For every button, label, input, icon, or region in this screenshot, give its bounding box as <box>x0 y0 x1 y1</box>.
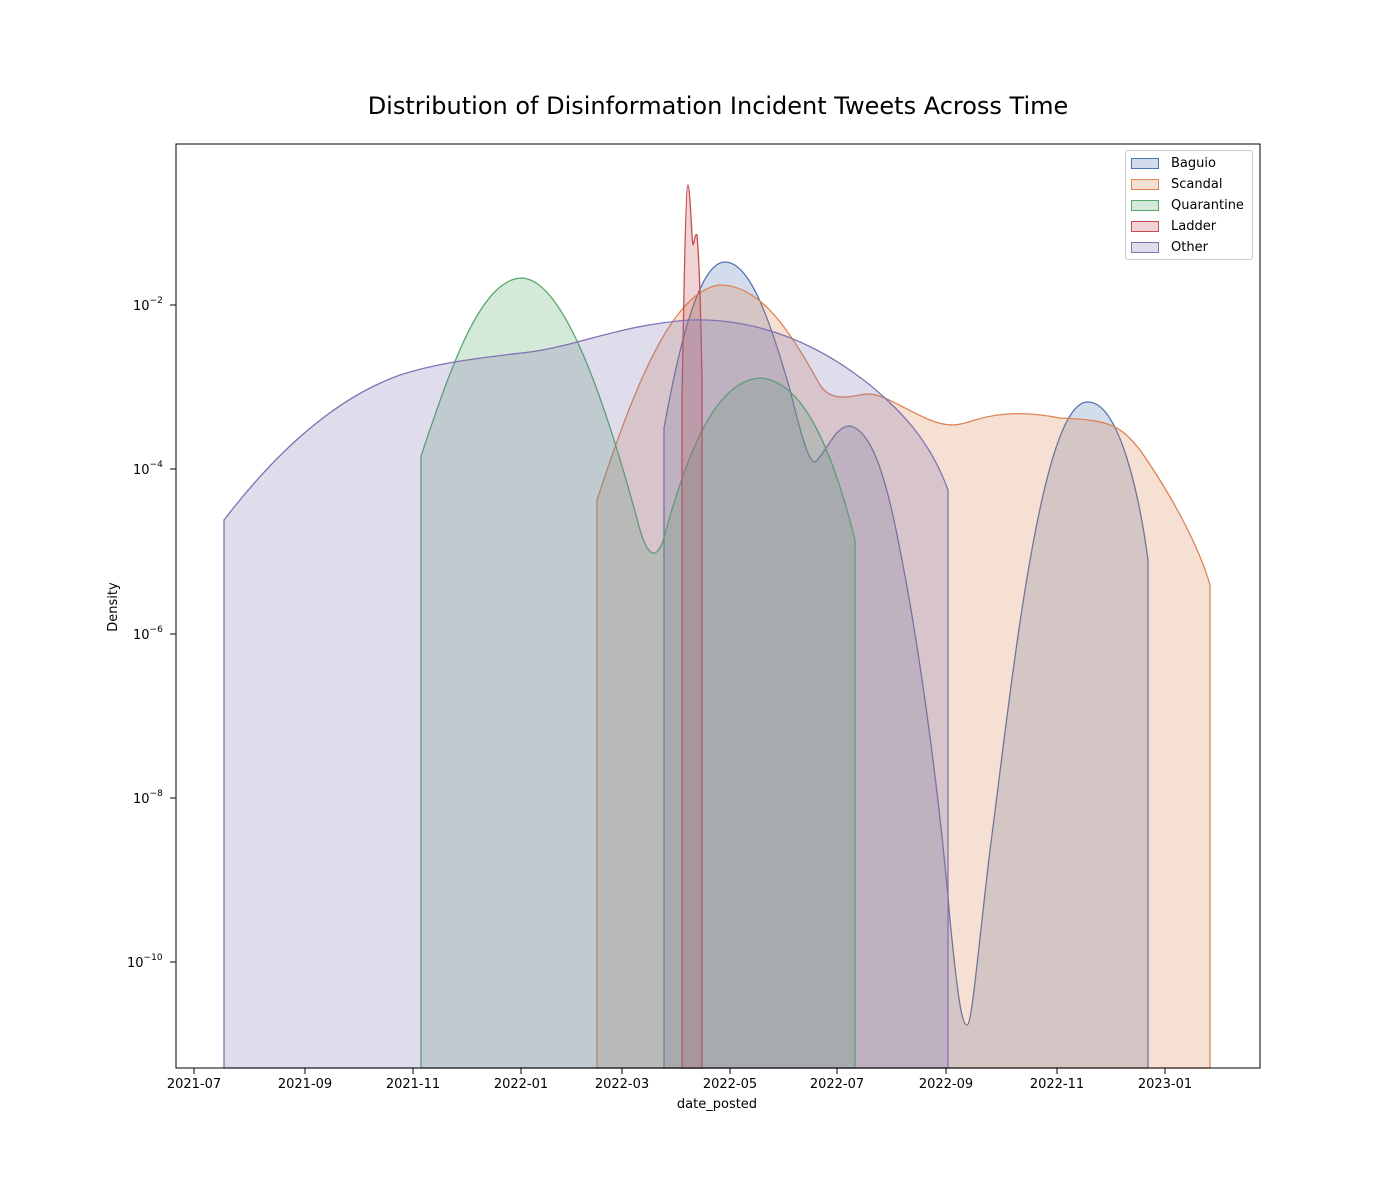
axes-frame <box>175 143 1261 1069</box>
legend-item-scandal: Scandal <box>1131 174 1222 194</box>
y-tick-label: 10−4 <box>133 460 163 478</box>
legend-swatch-quarantine <box>1131 199 1159 211</box>
y-tick-label: 10−10 <box>127 953 163 971</box>
y-axis-label: Density <box>106 582 121 632</box>
legend-label: Ladder <box>1171 218 1217 234</box>
y-tick-label: 10−6 <box>133 625 163 643</box>
x-axis: 2021-07 2021-09 2021-11 2022-01 2022-03 … <box>167 1068 1192 1092</box>
x-axis-label: date_posted <box>677 1097 757 1112</box>
legend-swatch-scandal <box>1131 178 1159 190</box>
legend-label: Scandal <box>1171 176 1223 192</box>
legend-swatch-ladder <box>1131 220 1159 232</box>
y-axis: 10−2 10−4 10−6 10−8 10−10 <box>127 296 176 971</box>
y-tick-label: 10−8 <box>133 789 163 807</box>
area-other <box>223 319 949 1069</box>
legend-swatch-other <box>1131 241 1159 253</box>
x-tick-label: 2022-07 <box>810 1077 864 1092</box>
chart-title: Distribution of Disinformation Incident … <box>367 92 1069 120</box>
legend-label: Quarantine <box>1171 197 1244 213</box>
x-tick-label: 2022-01 <box>494 1077 548 1092</box>
x-tick-label: 2022-09 <box>919 1077 973 1092</box>
legend-item-other: Other <box>1131 237 1208 257</box>
legend: Baguio Scandal Quarantine Ladder Other <box>1125 150 1253 260</box>
area-baguio <box>663 261 1149 1069</box>
y-tick-label: 10−2 <box>133 296 163 314</box>
legend-item-quarantine: Quarantine <box>1131 195 1244 215</box>
x-tick-label: 2022-05 <box>703 1077 757 1092</box>
x-tick-label: 2021-07 <box>167 1077 221 1092</box>
legend-label: Other <box>1171 239 1208 255</box>
area-ladder <box>681 184 703 1069</box>
legend-item-ladder: Ladder <box>1131 216 1216 236</box>
legend-swatch-baguio <box>1131 157 1159 169</box>
x-tick-label: 2021-11 <box>386 1077 440 1092</box>
x-tick-label: 2022-11 <box>1030 1077 1084 1092</box>
x-tick-label: 2021-09 <box>278 1077 332 1092</box>
x-tick-label: 2023-01 <box>1138 1077 1192 1092</box>
area-scandal <box>596 284 1211 1069</box>
legend-item-baguio: Baguio <box>1131 153 1216 173</box>
area-quarantine <box>420 277 856 1069</box>
legend-label: Baguio <box>1171 155 1216 171</box>
x-tick-label: 2022-03 <box>595 1077 649 1092</box>
